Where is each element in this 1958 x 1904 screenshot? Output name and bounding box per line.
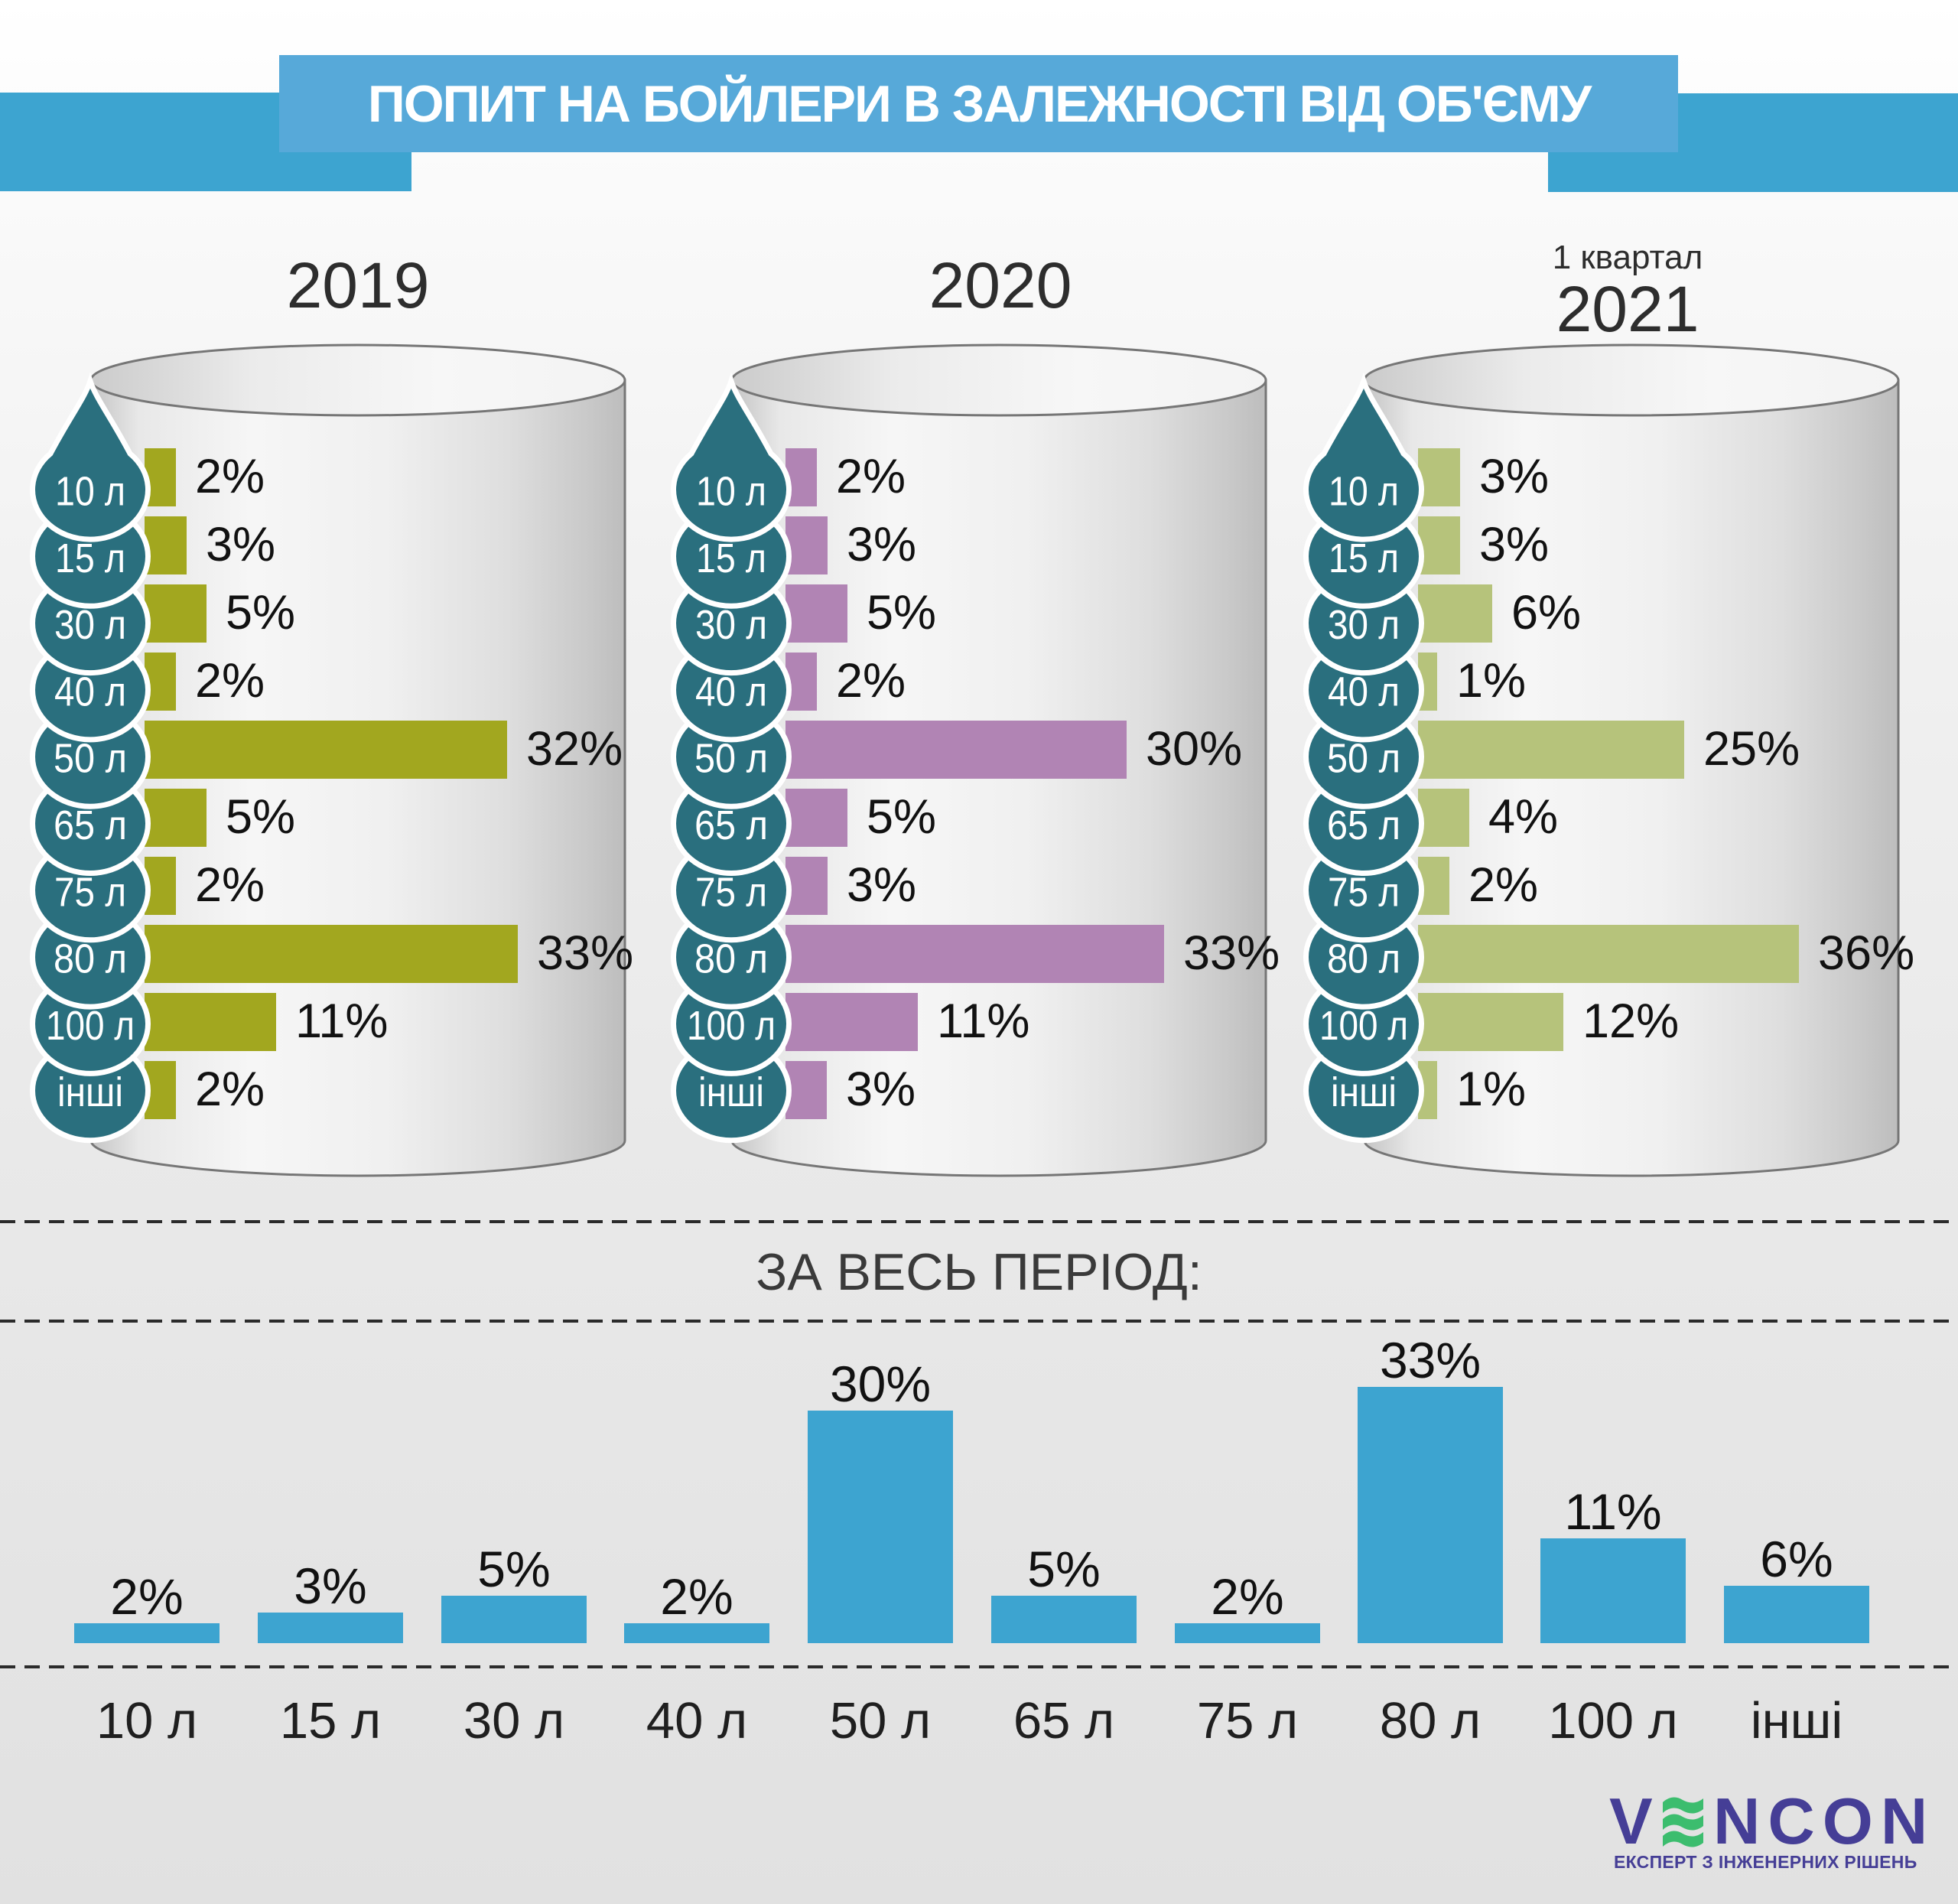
svg-text:100 л: 100 л (687, 1003, 776, 1049)
svg-text:50 л: 50 л (54, 736, 127, 782)
svg-text:33%: 33% (537, 926, 633, 980)
svg-text:5%: 5% (867, 586, 936, 640)
svg-text:40 л: 40 л (646, 1692, 747, 1749)
svg-text:100 л: 100 л (1319, 1003, 1408, 1049)
svg-text:2021: 2021 (1556, 273, 1699, 345)
svg-text:10 л: 10 л (96, 1692, 197, 1749)
svg-text:2%: 2% (1211, 1568, 1283, 1625)
svg-text:1%: 1% (1456, 1063, 1526, 1116)
svg-text:6%: 6% (1760, 1531, 1833, 1587)
svg-text:5%: 5% (867, 790, 936, 844)
svg-text:3%: 3% (847, 518, 916, 571)
svg-text:10 л: 10 л (55, 469, 125, 515)
svg-text:2%: 2% (195, 450, 265, 503)
svg-text:інші: інші (698, 1069, 764, 1115)
svg-text:3%: 3% (206, 518, 275, 571)
svg-text:75 л: 75 л (54, 869, 126, 915)
svg-text:33%: 33% (1380, 1332, 1481, 1388)
svg-text:ЕКСПЕРТ З ІНЖЕНЕРНИХ РІШЕНЬ: ЕКСПЕРТ З ІНЖЕНЕРНИХ РІШЕНЬ (1614, 1852, 1917, 1872)
svg-text:32%: 32% (526, 722, 623, 776)
svg-text:1 квартал: 1 квартал (1553, 239, 1703, 276)
svg-text:3%: 3% (847, 858, 916, 912)
svg-text:25%: 25% (1703, 722, 1800, 776)
svg-text:65 л: 65 л (1327, 802, 1400, 848)
svg-text:2019: 2019 (287, 249, 430, 321)
svg-text:30 л: 30 л (54, 602, 126, 648)
svg-text:50 л: 50 л (1327, 736, 1400, 782)
svg-text:80 л: 80 л (1380, 1692, 1481, 1749)
svg-text:NCON: NCON (1713, 1785, 1935, 1858)
svg-text:5%: 5% (226, 586, 295, 640)
svg-text:3%: 3% (846, 1063, 916, 1116)
svg-text:2%: 2% (1468, 858, 1538, 912)
svg-text:6%: 6% (1511, 586, 1581, 640)
svg-text:65 л: 65 л (1013, 1692, 1114, 1749)
svg-text:ЗА ВЕСЬ ПЕРІОД:: ЗА ВЕСЬ ПЕРІОД: (756, 1243, 1202, 1301)
svg-text:3%: 3% (1479, 450, 1549, 503)
svg-text:4%: 4% (1488, 790, 1558, 844)
svg-text:15 л: 15 л (696, 535, 766, 581)
svg-text:1%: 1% (1456, 654, 1526, 708)
svg-text:5%: 5% (226, 790, 295, 844)
svg-text:50 л: 50 л (694, 736, 768, 782)
svg-text:11%: 11% (1564, 1483, 1661, 1540)
svg-text:30%: 30% (830, 1356, 931, 1412)
svg-text:30%: 30% (1146, 722, 1242, 776)
svg-text:30 л: 30 л (463, 1692, 564, 1749)
svg-text:2020: 2020 (929, 249, 1072, 321)
svg-text:15 л: 15 л (1329, 535, 1399, 581)
svg-text:80 л: 80 л (1327, 936, 1400, 982)
svg-text:інші: інші (1751, 1692, 1843, 1749)
svg-text:40 л: 40 л (695, 669, 767, 714)
svg-text:5%: 5% (477, 1541, 550, 1597)
svg-text:75 л: 75 л (1328, 869, 1400, 915)
svg-text:50 л: 50 л (830, 1692, 931, 1749)
svg-text:2%: 2% (660, 1568, 733, 1625)
svg-text:100 л: 100 л (46, 1003, 135, 1049)
svg-text:2%: 2% (195, 1063, 265, 1116)
svg-text:3%: 3% (294, 1557, 366, 1614)
svg-text:33%: 33% (1183, 926, 1280, 980)
svg-text:80 л: 80 л (694, 936, 768, 982)
svg-text:3%: 3% (1479, 518, 1549, 571)
svg-text:15 л: 15 л (280, 1692, 381, 1749)
svg-text:10 л: 10 л (696, 469, 766, 515)
svg-text:80 л: 80 л (54, 936, 127, 982)
svg-text:2%: 2% (195, 654, 265, 708)
svg-text:2%: 2% (836, 654, 906, 708)
svg-text:ПОПИТ НА БОЙЛЕРИ В ЗАЛЕЖНОСТІ: ПОПИТ НА БОЙЛЕРИ В ЗАЛЕЖНОСТІ ВІД ОБ'ЄМУ (368, 74, 1592, 133)
svg-text:40 л: 40 л (54, 669, 126, 714)
svg-text:інші: інші (1331, 1069, 1397, 1115)
svg-text:2%: 2% (195, 858, 265, 912)
svg-text:65 л: 65 л (694, 802, 768, 848)
svg-text:10 л: 10 л (1329, 469, 1399, 515)
svg-text:2%: 2% (836, 450, 906, 503)
svg-text:40 л: 40 л (1328, 669, 1400, 714)
svg-text:75 л: 75 л (1197, 1692, 1298, 1749)
svg-text:75 л: 75 л (695, 869, 767, 915)
svg-text:11%: 11% (295, 994, 388, 1048)
svg-text:30 л: 30 л (1328, 602, 1400, 648)
svg-text:12%: 12% (1582, 994, 1679, 1048)
svg-text:65 л: 65 л (54, 802, 127, 848)
svg-text:інші: інші (57, 1069, 123, 1115)
svg-text:15 л: 15 л (55, 535, 125, 581)
svg-text:2%: 2% (110, 1568, 183, 1625)
svg-text:36%: 36% (1818, 926, 1914, 980)
svg-text:5%: 5% (1027, 1541, 1100, 1597)
svg-text:100 л: 100 л (1548, 1692, 1678, 1749)
svg-text:11%: 11% (937, 994, 1029, 1048)
svg-text:V: V (1609, 1785, 1653, 1858)
svg-text:30 л: 30 л (695, 602, 767, 648)
